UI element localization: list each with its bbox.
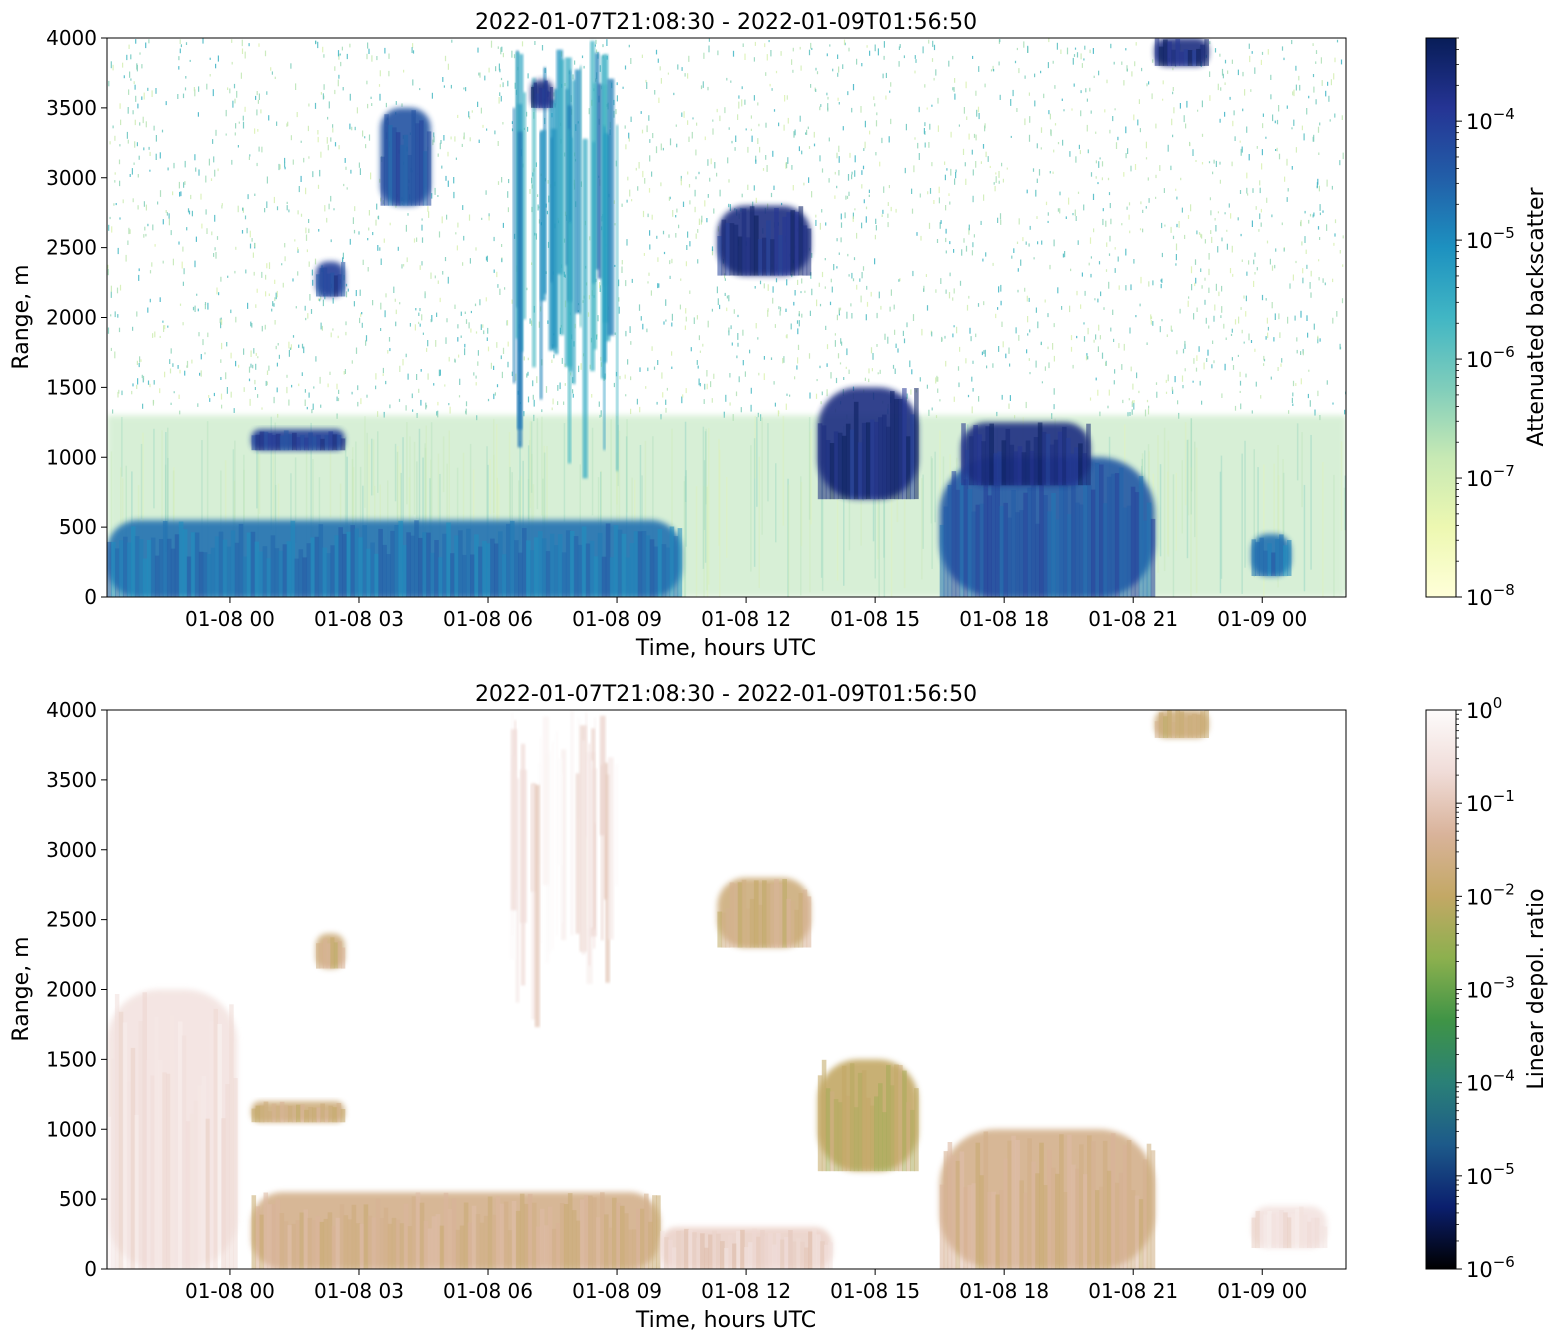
feature-cloud [717, 205, 812, 276]
feature-cloud [1154, 710, 1209, 738]
x-axis-label: Time, hours UTC [635, 636, 816, 661]
y-tick-label: 3000 [46, 838, 97, 862]
feature-fallstreak [512, 40, 619, 479]
y-tick-label: 500 [59, 515, 97, 539]
x-tick-label: 01-08 03 [314, 607, 404, 631]
x-tick-label: 01-08 00 [185, 607, 275, 631]
y-tick-label: 2500 [46, 908, 97, 932]
y-tick-label: 0 [84, 1257, 97, 1281]
panel-title: 2022-01-07T21:08:30 - 2022-01-09T01:56:5… [475, 10, 977, 35]
feature-fallstreak [509, 710, 619, 1028]
feature-cloud [380, 107, 432, 206]
feature-cloud [817, 1059, 919, 1172]
colorbar-tick-label: 10−4 [1466, 105, 1515, 134]
feature-cloud [961, 422, 1091, 486]
colorbar: 10−8 10−7 10−6 10−5 10−4 Attenuated backscat… [1425, 37, 1549, 610]
colorbar-tick-label: 10−6 [1466, 1253, 1515, 1282]
feature-aerosol [107, 989, 238, 1269]
backscatter-panel: 2022-01-07T21:08:30 - 2022-01-09T01:56:5… [9, 10, 1549, 661]
y-tick-label: 4000 [46, 698, 97, 722]
colorbar-tick-label: 10−2 [1466, 880, 1515, 909]
colorbar-label: Linear depol. ratio [1524, 888, 1549, 1089]
colorbar-tick-label: 10−8 [1466, 581, 1515, 610]
x-tick-label: 01-09 00 [1217, 607, 1307, 631]
feature-cloud [817, 387, 919, 500]
feature-cloud [251, 1101, 346, 1123]
colorbar-label: Attenuated backscatter [1524, 187, 1549, 447]
feature-cloud [1251, 534, 1292, 577]
colorbar-tick-label: 10−6 [1466, 343, 1515, 372]
y-tick-label: 1500 [46, 1047, 97, 1071]
y-tick-label: 3000 [46, 166, 97, 190]
colorbar-tick-label: 10−7 [1466, 462, 1515, 491]
feature-aerosol [1251, 1206, 1328, 1249]
y-tick-label: 2500 [46, 236, 97, 260]
feature-cloud [717, 877, 812, 948]
y-tick-label: 1000 [46, 1117, 97, 1141]
x-tick-label: 01-08 15 [830, 607, 920, 631]
feature-boundary-layer [939, 457, 1156, 597]
y-tick-label: 4000 [46, 26, 97, 50]
x-axis-ticks: 01-08 00 01-08 03 01-08 06 01-08 09 01-08 12… [185, 597, 1307, 631]
y-tick-label: 3500 [46, 768, 97, 792]
colorbar-tick-label: 10−1 [1466, 787, 1515, 816]
x-tick-label: 01-08 21 [1088, 1279, 1178, 1303]
colorbar-tick-label: 10−5 [1466, 224, 1515, 253]
heatmap-features [107, 710, 1328, 1269]
heatmap-features [107, 38, 1346, 597]
heatmap-area [107, 710, 1346, 1269]
x-tick-label: 01-08 03 [314, 1279, 404, 1303]
x-tick-label: 01-08 06 [443, 1279, 533, 1303]
y-axis-ticks: 0 500 1000 1500 2000 2500 3000 3500 4000 [46, 26, 107, 609]
plot-background [107, 710, 1346, 1269]
y-tick-label: 3500 [46, 96, 97, 120]
x-axis-ticks: 01-08 00 01-08 03 01-08 06 01-08 09 01-08 12… [185, 1269, 1307, 1303]
y-axis-ticks: 0 500 1000 1500 2000 2500 3000 3500 4000 [46, 698, 107, 1281]
feature-cloud [315, 933, 346, 969]
y-tick-label: 2000 [46, 306, 97, 330]
x-tick-label: 01-08 18 [959, 607, 1049, 631]
colorbar-gradient [1425, 709, 1457, 1270]
x-tick-label: 01-08 09 [572, 1279, 662, 1303]
colorbar-tick-label: 10−5 [1466, 1160, 1515, 1189]
colorbar: 10−6 10−5 10−4 10−3 10−2 10−1 100 Linear depol… [1425, 694, 1549, 1282]
x-tick-label: 01-08 15 [830, 1279, 920, 1303]
colorbar-tick-label: 100 [1466, 694, 1502, 723]
feature-boundary-layer [107, 520, 683, 597]
y-tick-label: 1000 [46, 445, 97, 469]
y-tick-label: 2000 [46, 978, 97, 1002]
panel-title: 2022-01-07T21:08:30 - 2022-01-09T01:56:5… [475, 682, 977, 707]
feature-boundary-layer [660, 1227, 833, 1269]
x-tick-label: 01-08 18 [959, 1279, 1049, 1303]
x-tick-label: 01-08 12 [701, 607, 791, 631]
x-axis-label: Time, hours UTC [635, 1308, 816, 1333]
x-tick-label: 01-09 00 [1217, 1279, 1307, 1303]
x-tick-label: 01-08 06 [443, 607, 533, 631]
x-tick-label: 01-08 12 [701, 1279, 791, 1303]
heatmap-area [107, 38, 1346, 597]
colorbar-ticks: 10−8 10−7 10−6 10−5 10−4 [1456, 37, 1515, 610]
feature-boundary-layer [939, 1129, 1156, 1269]
feature-cloud [531, 79, 554, 108]
colorbar-tick-label: 10−3 [1466, 974, 1515, 1003]
feature-cloud [1154, 38, 1209, 66]
colorbar-gradient [1425, 37, 1457, 598]
colorbar-tick-label: 10−4 [1466, 1067, 1515, 1096]
y-axis-label: Range, m [9, 936, 34, 1041]
y-tick-label: 500 [59, 1187, 97, 1211]
feature-cloud [251, 429, 346, 451]
x-tick-label: 01-08 21 [1088, 607, 1178, 631]
depolarization-panel: 2022-01-07T21:08:30 - 2022-01-09T01:56:5… [9, 682, 1549, 1333]
y-tick-label: 1500 [46, 375, 97, 399]
feature-cloud [315, 261, 346, 297]
y-axis-label: Range, m [9, 264, 34, 369]
y-tick-label: 0 [84, 585, 97, 609]
x-tick-label: 01-08 00 [185, 1279, 275, 1303]
x-tick-label: 01-08 09 [572, 607, 662, 631]
feature-boundary-layer [251, 1192, 661, 1269]
colorbar-ticks: 10−6 10−5 10−4 10−3 10−2 10−1 100 [1456, 694, 1515, 1282]
